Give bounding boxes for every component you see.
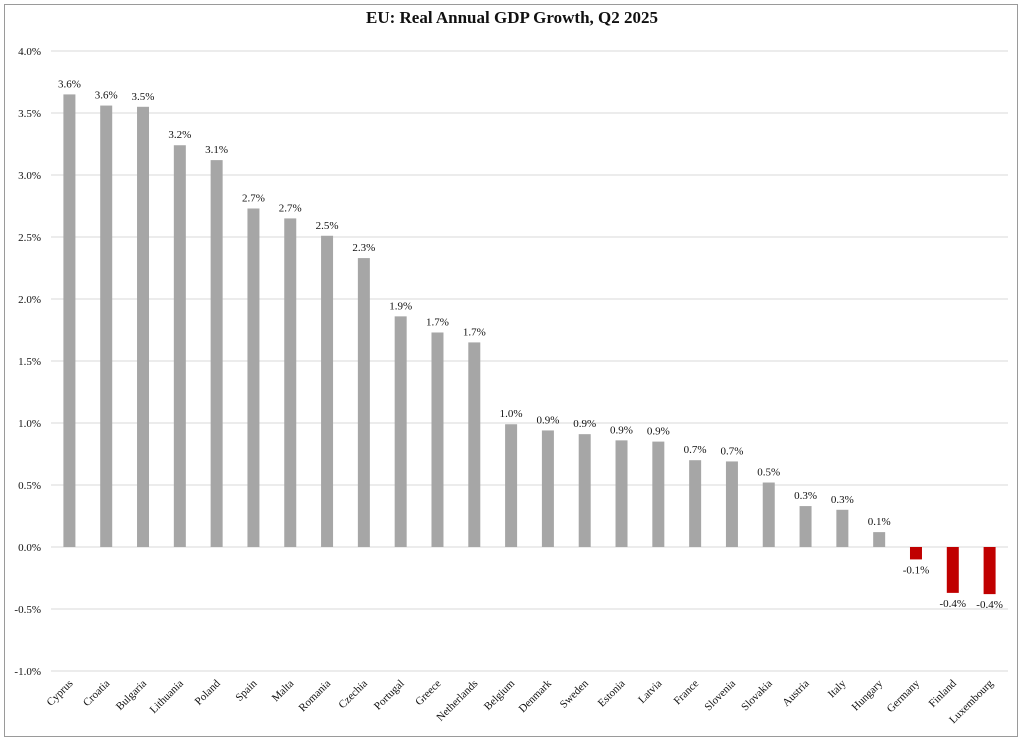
- x-category-label: Romania: [297, 678, 334, 715]
- bar-malta: [284, 218, 297, 547]
- data-label: 1.9%: [389, 300, 412, 312]
- bar-belgium: [505, 424, 518, 547]
- x-category-label: Italy: [826, 677, 849, 700]
- x-category-label: Croatia: [81, 678, 112, 709]
- chart-title: EU: Real Annual GDP Growth, Q2 2025: [365, 8, 659, 27]
- x-category-label: Czechia: [336, 678, 370, 712]
- data-label: 2.3%: [352, 242, 375, 254]
- x-category-label: Slovakia: [739, 678, 775, 714]
- x-category-label: Austria: [780, 678, 811, 709]
- bar-poland: [210, 160, 223, 547]
- x-category-label: Belgium: [482, 677, 518, 713]
- x-category-label: Sweden: [558, 677, 591, 710]
- data-label: 0.1%: [868, 516, 891, 528]
- bar-luxembourg: [983, 547, 996, 595]
- bar-germany: [909, 547, 922, 560]
- y-tick-label: 4.0%: [18, 46, 41, 58]
- data-label: 0.5%: [757, 467, 780, 479]
- bar-sweden: [578, 434, 591, 547]
- y-tick-label: 2.0%: [18, 294, 41, 306]
- bar-czechia: [357, 258, 370, 547]
- x-category-label: Slovenia: [702, 678, 738, 714]
- data-label: 3.6%: [58, 78, 81, 90]
- bar-finland: [946, 547, 959, 593]
- bar-greece: [431, 332, 444, 547]
- data-label: 3.2%: [168, 129, 191, 141]
- x-category-label: Lithuania: [148, 678, 186, 716]
- x-category-label: Hungary: [850, 677, 886, 713]
- bar-croatia: [100, 105, 113, 547]
- y-tick-label: 0.0%: [18, 542, 41, 554]
- x-category-label: France: [672, 678, 702, 708]
- y-axis-ticks: 4.0% 3.5% 3.0% 2.5% 2.0% 1.5% 1.0% 0.5% 0.0% -0.5…: [14, 46, 41, 678]
- data-label: 3.6%: [95, 90, 118, 102]
- x-category-label: Portugal: [372, 678, 407, 713]
- bar-hungary: [873, 532, 886, 547]
- bar-romania: [321, 235, 334, 547]
- x-category-label: Denmark: [517, 677, 555, 715]
- data-label: 0.3%: [794, 490, 817, 502]
- data-label: 0.9%: [573, 418, 596, 430]
- data-label: 0.9%: [610, 424, 633, 436]
- data-label: -0.4%: [976, 599, 1003, 611]
- bars: [63, 94, 996, 595]
- bar-estonia: [615, 440, 628, 547]
- chart-frame: [4, 4, 1018, 737]
- data-label: 3.5%: [132, 91, 155, 103]
- bar-bulgaria: [137, 106, 150, 548]
- bar-austria: [799, 506, 812, 547]
- data-label: 1.7%: [463, 326, 486, 338]
- y-tick-label: 1.0%: [18, 418, 41, 430]
- x-category-label: Spain: [233, 677, 260, 704]
- y-tick-label: -0.5%: [14, 604, 41, 616]
- x-category-label: Poland: [193, 677, 223, 707]
- data-label: 0.7%: [720, 445, 743, 457]
- bar-netherlands: [468, 342, 481, 547]
- x-category-label: Germany: [885, 677, 923, 715]
- data-labels: 3.6% 3.6% 3.5% 3.2% 3.1% 2.7% 2.7% 2.5% 2.3% 1.9%…: [58, 78, 1003, 611]
- x-category-label: Malta: [270, 678, 297, 705]
- bar-portugal: [394, 316, 407, 547]
- y-tick-label: 3.5%: [18, 108, 41, 120]
- x-category-label: Estonia: [596, 678, 628, 710]
- bar-spain: [247, 208, 260, 548]
- bar-italy: [836, 509, 849, 547]
- data-label: 0.3%: [831, 494, 854, 506]
- bar-slovakia: [762, 482, 775, 547]
- data-label: 0.9%: [647, 426, 670, 438]
- data-label: -0.4%: [939, 598, 966, 610]
- data-label: -0.1%: [903, 564, 930, 576]
- data-label: 0.7%: [684, 444, 707, 456]
- data-label: 1.0%: [500, 408, 523, 420]
- bar-denmark: [541, 430, 554, 547]
- y-tick-label: -1.0%: [14, 666, 41, 678]
- gridlines: [51, 50, 1008, 672]
- x-category-label: Finland: [927, 677, 960, 710]
- y-tick-label: 3.0%: [18, 170, 41, 182]
- bar-lithuania: [173, 145, 186, 548]
- data-label: 2.7%: [242, 192, 265, 204]
- data-label: 3.1%: [205, 144, 228, 156]
- x-category-label: Cyprus: [45, 678, 76, 709]
- x-category-label: Latvia: [636, 678, 664, 706]
- bar-latvia: [652, 441, 665, 547]
- x-category-label: Bulgaria: [114, 678, 149, 713]
- data-label: 1.7%: [426, 316, 449, 328]
- y-tick-label: 2.5%: [18, 232, 41, 244]
- data-label: 2.5%: [316, 220, 339, 232]
- y-tick-label: 1.5%: [18, 356, 41, 368]
- data-label: 0.9%: [536, 414, 559, 426]
- bar-slovenia: [725, 461, 738, 547]
- data-label: 2.7%: [279, 202, 302, 214]
- bar-cyprus: [63, 94, 76, 548]
- y-tick-label: 0.5%: [18, 480, 41, 492]
- x-category-label: Greece: [413, 678, 444, 709]
- bar-france: [689, 460, 702, 547]
